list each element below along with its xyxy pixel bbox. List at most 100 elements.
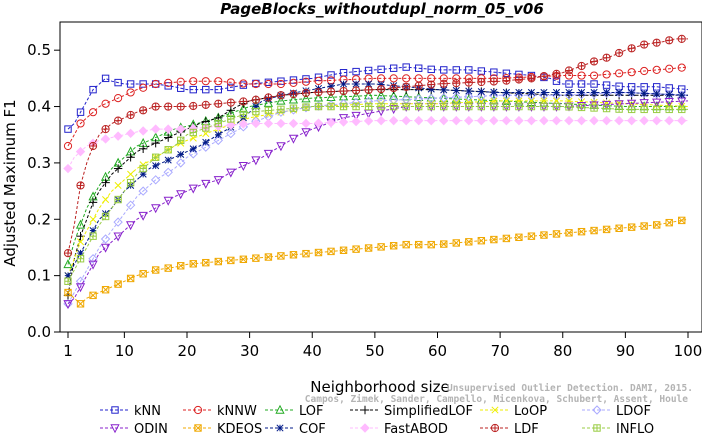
data-point-kdeos bbox=[577, 227, 586, 236]
data-point-fastabod bbox=[439, 115, 449, 126]
data-point-ldf-part bbox=[665, 36, 674, 45]
data-point-ldof bbox=[576, 89, 587, 100]
data-point-loop-part bbox=[76, 238, 85, 246]
data-point-knnw bbox=[189, 77, 198, 86]
data-point-kdeos-part bbox=[164, 264, 172, 272]
data-point-kdeos bbox=[402, 240, 410, 249]
data-point-knnw-part bbox=[665, 64, 674, 73]
data-point-loop bbox=[76, 238, 85, 246]
data-point-odin bbox=[188, 184, 198, 194]
legend-item-fastabod: FastABOD bbox=[350, 422, 448, 434]
data-point-odin-part bbox=[201, 179, 211, 189]
data-point-fastabod-part bbox=[426, 115, 436, 126]
data-point-fastabod bbox=[664, 115, 674, 126]
data-point-kdeos-part bbox=[139, 270, 147, 278]
data-point-knn-part bbox=[289, 76, 298, 84]
data-point-knnw bbox=[201, 77, 210, 86]
data-point-knnw-part bbox=[677, 63, 686, 72]
data-point-lof bbox=[451, 93, 461, 103]
data-point-ldf bbox=[665, 36, 674, 45]
data-point-knn bbox=[164, 82, 172, 90]
data-point-ldof-part bbox=[526, 90, 537, 100]
data-point-inflo bbox=[490, 102, 498, 111]
data-point-ldf bbox=[239, 97, 248, 106]
data-point-knnw-part bbox=[301, 77, 311, 86]
data-point-ldf-part bbox=[564, 66, 574, 75]
data-point-ldf bbox=[326, 87, 336, 96]
data-point-ldf-part bbox=[452, 79, 461, 88]
legend-label-inflo: INFLO bbox=[616, 422, 654, 434]
data-point-knn-part bbox=[427, 65, 435, 74]
data-point-cof-part bbox=[477, 88, 485, 96]
legend-marker-knn bbox=[111, 406, 119, 414]
data-point-ldf-part bbox=[164, 102, 173, 111]
data-point-knn bbox=[477, 67, 486, 75]
data-point-cof-part bbox=[365, 80, 373, 88]
data-point-knnw-part bbox=[126, 88, 135, 97]
data-point-ldf bbox=[477, 77, 486, 87]
data-point-fastabod bbox=[451, 115, 461, 126]
data-point-ldof bbox=[88, 254, 98, 264]
data-point-knn bbox=[602, 81, 611, 89]
data-point-ldf bbox=[640, 40, 649, 49]
data-point-odin-part bbox=[627, 99, 637, 109]
data-point-ldf bbox=[464, 78, 473, 87]
data-point-knn bbox=[327, 71, 335, 79]
data-point-knn-part bbox=[577, 80, 586, 88]
series-inflo bbox=[64, 102, 688, 285]
data-point-knn bbox=[502, 69, 511, 77]
data-point-ldf bbox=[189, 101, 198, 111]
legend-marker-knnw-part bbox=[193, 405, 203, 415]
data-point-cof-part bbox=[628, 89, 636, 97]
data-point-kdeos-part bbox=[76, 300, 85, 308]
plot-frame bbox=[59, 21, 702, 333]
data-point-ldof-part bbox=[439, 93, 449, 103]
legend-label-ldof: LDOF bbox=[616, 404, 651, 419]
data-point-kdeos-part bbox=[653, 221, 661, 229]
data-point-ldf-part bbox=[389, 83, 398, 93]
data-point-inflo bbox=[590, 104, 598, 112]
data-point-kdeos-part bbox=[440, 240, 448, 248]
chart-title: PageBlocks_withoutdupl_norm_05_v06 bbox=[220, 0, 544, 18]
data-point-kdeos-part bbox=[302, 250, 310, 258]
data-point-kdeos bbox=[477, 236, 486, 245]
data-point-fastabod-part bbox=[301, 118, 311, 129]
data-point-knnw-part bbox=[214, 77, 223, 86]
data-point-lof bbox=[75, 219, 86, 229]
data-point-knnw bbox=[176, 77, 185, 86]
data-point-inflo bbox=[640, 105, 648, 114]
data-point-ldf-part bbox=[552, 69, 561, 78]
data-point-inflo bbox=[189, 128, 197, 137]
data-point-kdeos bbox=[389, 242, 398, 250]
data-point-knn bbox=[465, 66, 473, 74]
data-point-inflo bbox=[577, 103, 586, 112]
legend-marker-ldf-part bbox=[490, 423, 500, 433]
data-point-lof-part bbox=[426, 92, 436, 102]
data-point-cof bbox=[527, 88, 535, 97]
data-point-cof bbox=[603, 88, 611, 97]
data-point-cof-part bbox=[340, 80, 348, 88]
data-point-inflo bbox=[89, 232, 97, 240]
data-point-kdeos-part bbox=[277, 252, 285, 260]
data-point-knnw-part bbox=[602, 70, 611, 79]
data-point-lof bbox=[276, 95, 286, 105]
data-point-knn-part bbox=[477, 67, 486, 75]
data-point-knn-part bbox=[389, 64, 398, 72]
data-point-knnw-part bbox=[577, 71, 586, 80]
y-tick-label: 0.0 bbox=[27, 323, 51, 341]
data-point-knnw-part bbox=[176, 77, 185, 86]
data-point-fastabod bbox=[426, 115, 436, 126]
data-point-loop-part bbox=[465, 98, 473, 106]
data-point-odin bbox=[113, 232, 123, 242]
data-point-odin bbox=[614, 100, 624, 110]
data-point-kdeos bbox=[101, 286, 110, 294]
data-point-fastabod bbox=[489, 115, 499, 126]
data-point-kdeos-part bbox=[164, 264, 172, 272]
data-point-ldof-part bbox=[464, 91, 474, 102]
data-point-inflo bbox=[289, 104, 298, 112]
data-point-inflo bbox=[64, 277, 72, 285]
data-point-fastabod-part bbox=[651, 115, 662, 126]
data-point-fastabod bbox=[150, 124, 161, 134]
data-point-knnw-part bbox=[164, 78, 173, 87]
data-point-kdeos-part bbox=[327, 247, 335, 256]
